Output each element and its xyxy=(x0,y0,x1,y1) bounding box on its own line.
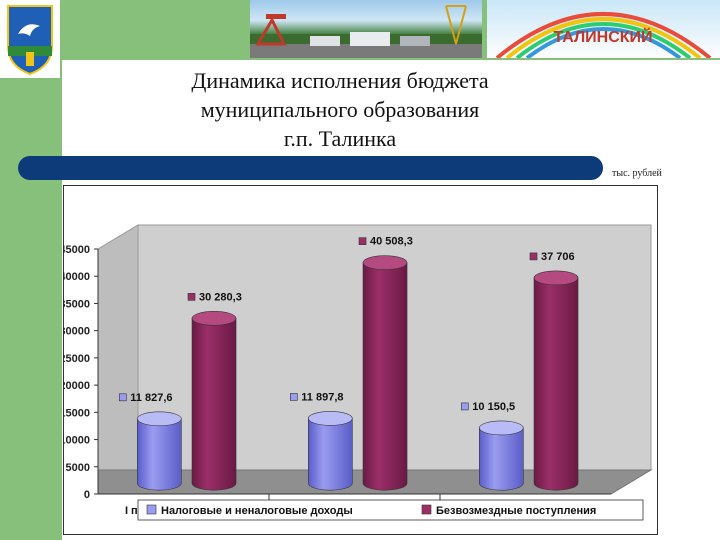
y-tick-label: 40000 xyxy=(63,271,90,283)
data-label: 37 706 xyxy=(541,251,575,263)
bar-tax-revenue xyxy=(479,427,524,491)
chart-side-wall xyxy=(97,224,139,471)
y-tick-label: 45000 xyxy=(63,244,90,256)
units-label: тыс. рублей xyxy=(612,168,662,179)
legend-swatch xyxy=(146,504,157,515)
data-label: 40 508,3 xyxy=(370,236,413,248)
oil-field-photo xyxy=(250,0,482,58)
legend-entry: Налоговые и неналоговые доходы xyxy=(161,505,353,517)
y-tick-label: 15000 xyxy=(63,407,90,419)
coat-of-arms-logo xyxy=(0,0,60,78)
bar-top-grants xyxy=(533,270,579,286)
y-tick-label: 10000 xyxy=(63,435,90,447)
data-label-marker xyxy=(358,237,367,245)
data-label-marker xyxy=(187,293,196,301)
y-tick-label: 35000 xyxy=(63,298,90,310)
title-line-2: муниципального образования xyxy=(200,97,480,122)
data-label: 11 827,6 xyxy=(130,392,172,404)
data-label: 10 150,5 xyxy=(472,401,515,413)
bar-grants xyxy=(533,277,579,491)
budget-chart: 0 5000 10000 15000 20000 25000 30000 35000 40000… xyxy=(63,185,658,535)
data-label-marker xyxy=(290,393,298,401)
bar-tax-revenue xyxy=(308,418,353,491)
title-line-1: Динамика исполнения бюджета xyxy=(191,68,489,93)
legend-entry: Безвозмездные поступления xyxy=(436,505,596,517)
slide-title: Динамика исполнения бюджета муниципально… xyxy=(150,66,530,153)
bar-grants xyxy=(191,318,237,491)
y-tick-label: 20000 xyxy=(63,380,90,392)
y-tick-label: 30000 xyxy=(63,326,90,338)
y-tick-label: 25000 xyxy=(63,353,90,365)
chart-legend: Налоговые и неналоговые доходы Безвозмезд… xyxy=(137,499,644,521)
banner-text: ТАЛИНСКИЙ xyxy=(553,27,652,46)
y-tick-label: 0 xyxy=(84,489,90,501)
data-label-marker xyxy=(118,393,127,402)
data-label: 30 280,3 xyxy=(199,291,242,303)
data-label-marker xyxy=(460,402,469,411)
bar-tax-revenue xyxy=(137,418,182,491)
legend-swatch xyxy=(421,504,432,515)
title-divider-bar xyxy=(18,156,603,180)
title-line-3: г.п. Талинка xyxy=(283,126,397,151)
bar-top-tax-revenue xyxy=(137,411,182,427)
data-label-marker xyxy=(529,252,538,261)
bar-grants xyxy=(362,262,408,491)
city-banner-photo: ТАЛИНСКИЙ xyxy=(487,0,720,58)
left-frame-bar xyxy=(0,0,62,540)
bar-top-tax-revenue xyxy=(478,420,524,436)
bar-top-grants xyxy=(362,255,408,270)
bar-top-tax-revenue xyxy=(307,411,353,426)
bar-top-grants xyxy=(191,311,237,326)
legend-box xyxy=(137,499,644,521)
data-label: 11 897,8 xyxy=(301,391,343,403)
y-tick-label: 5000 xyxy=(66,462,90,474)
